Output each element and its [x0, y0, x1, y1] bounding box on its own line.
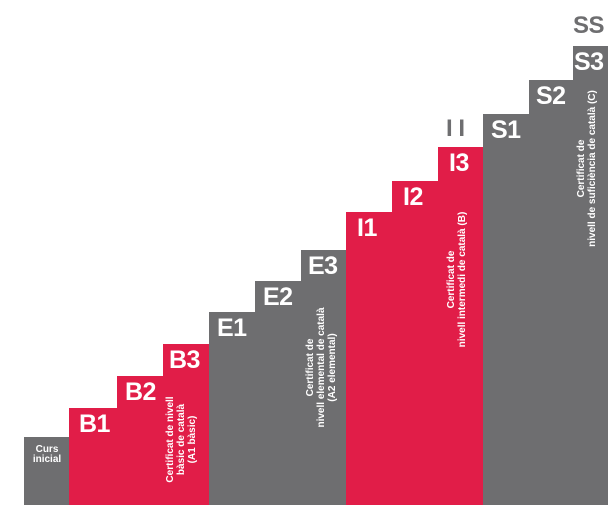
step-i3-label: I3 [449, 149, 469, 177]
step-s3: S3 Certificat de nivell de suficiència d… [573, 46, 608, 505]
step-b1-label: B1 [79, 410, 110, 438]
step-b3-label: B3 [169, 346, 200, 374]
step-curs-inicial: Curs inicial [24, 437, 69, 505]
certificate-elemental-label: Certificat de nivell elemental de català… [305, 307, 338, 428]
certificate-intermedi-label: Certificat de nivell intermedi de català… [446, 211, 468, 348]
step-e3: E3 Certificat de nivell elemental de cat… [301, 250, 346, 505]
step-i2: I2 [392, 181, 438, 505]
step-curs-inicial-label: Curs inicial [32, 444, 62, 465]
step-b2-label: B2 [125, 378, 156, 406]
step-s1: S1 [483, 114, 529, 505]
step-e2-label: E2 [263, 283, 293, 311]
step-i3: I3 Certificat de nivell intermedi de cat… [438, 147, 483, 505]
step-b2: B2 [117, 376, 163, 505]
step-i1-label: I1 [357, 214, 377, 242]
step-e3-label: E3 [308, 252, 338, 280]
step-b3: B3 Certificat de nivell bàsic de català … [163, 344, 209, 505]
step-s3-label: S3 [574, 48, 604, 76]
step-b1: B1 [69, 408, 117, 505]
step-i1: I1 [346, 212, 392, 505]
step-i2-label: I2 [403, 183, 423, 211]
certificate-basic-label: Certificat de nivell bàsic de català (A1… [165, 396, 198, 483]
step-e1: E1 [209, 312, 255, 505]
step-e2: E2 [255, 281, 301, 505]
step-s1-label: S1 [491, 116, 521, 144]
step-ss-label: SS [573, 12, 605, 39]
certificate-suficiencia-label: Certificat de nivell de suficiència de c… [576, 90, 598, 247]
step-e1-label: E1 [217, 314, 247, 342]
step-s2-label: S2 [536, 82, 566, 110]
step-ii-label: I I [446, 115, 465, 142]
step-s2: S2 [529, 80, 573, 505]
